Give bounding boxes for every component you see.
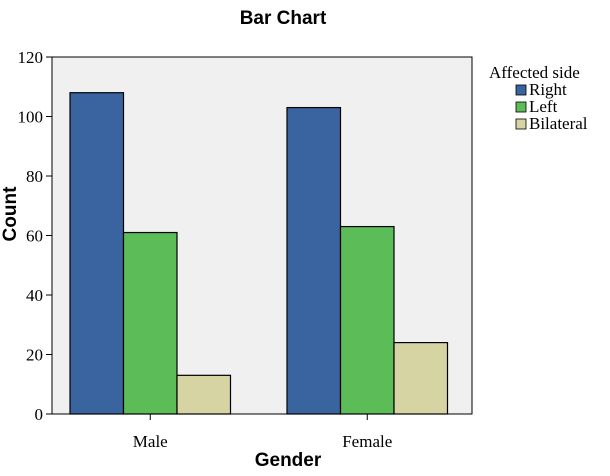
legend-label-left: Left: [529, 97, 558, 116]
y-axis-title: Count: [0, 186, 21, 242]
chart-title: Bar Chart: [240, 8, 327, 29]
bar-right-female: [286, 106, 342, 415]
bar-bilateral-male: [176, 374, 232, 415]
legend-swatch-right: [515, 84, 527, 96]
y-tick-label: 100: [18, 108, 44, 127]
x-axis: Male Female: [133, 414, 392, 451]
x-tick-label-female: Female: [342, 432, 392, 451]
legend-swatch-left: [515, 101, 527, 113]
legend-title: Affected side: [489, 63, 580, 82]
y-axis: 0 20 40 60 80 100 120: [18, 48, 52, 424]
legend-swatch-bilateral: [515, 118, 527, 130]
bars-layer: [69, 92, 449, 415]
y-tick-label: 0: [35, 405, 44, 424]
bar-left-female: [339, 225, 395, 415]
y-tick-label: 80: [26, 167, 43, 186]
y-tick-label: 120: [18, 48, 44, 67]
y-tick-label: 20: [26, 346, 43, 365]
legend-label-bilateral: Bilateral: [529, 114, 588, 133]
legend-label-right: Right: [529, 80, 567, 99]
bar-right-male: [69, 92, 125, 415]
y-tick-label: 60: [26, 227, 43, 246]
x-axis-title: Gender: [255, 450, 322, 471]
bar-left-male: [122, 231, 178, 415]
x-tick-label-male: Male: [133, 432, 168, 451]
y-tick-label: 40: [26, 286, 43, 305]
bar-bilateral-female: [393, 342, 449, 415]
